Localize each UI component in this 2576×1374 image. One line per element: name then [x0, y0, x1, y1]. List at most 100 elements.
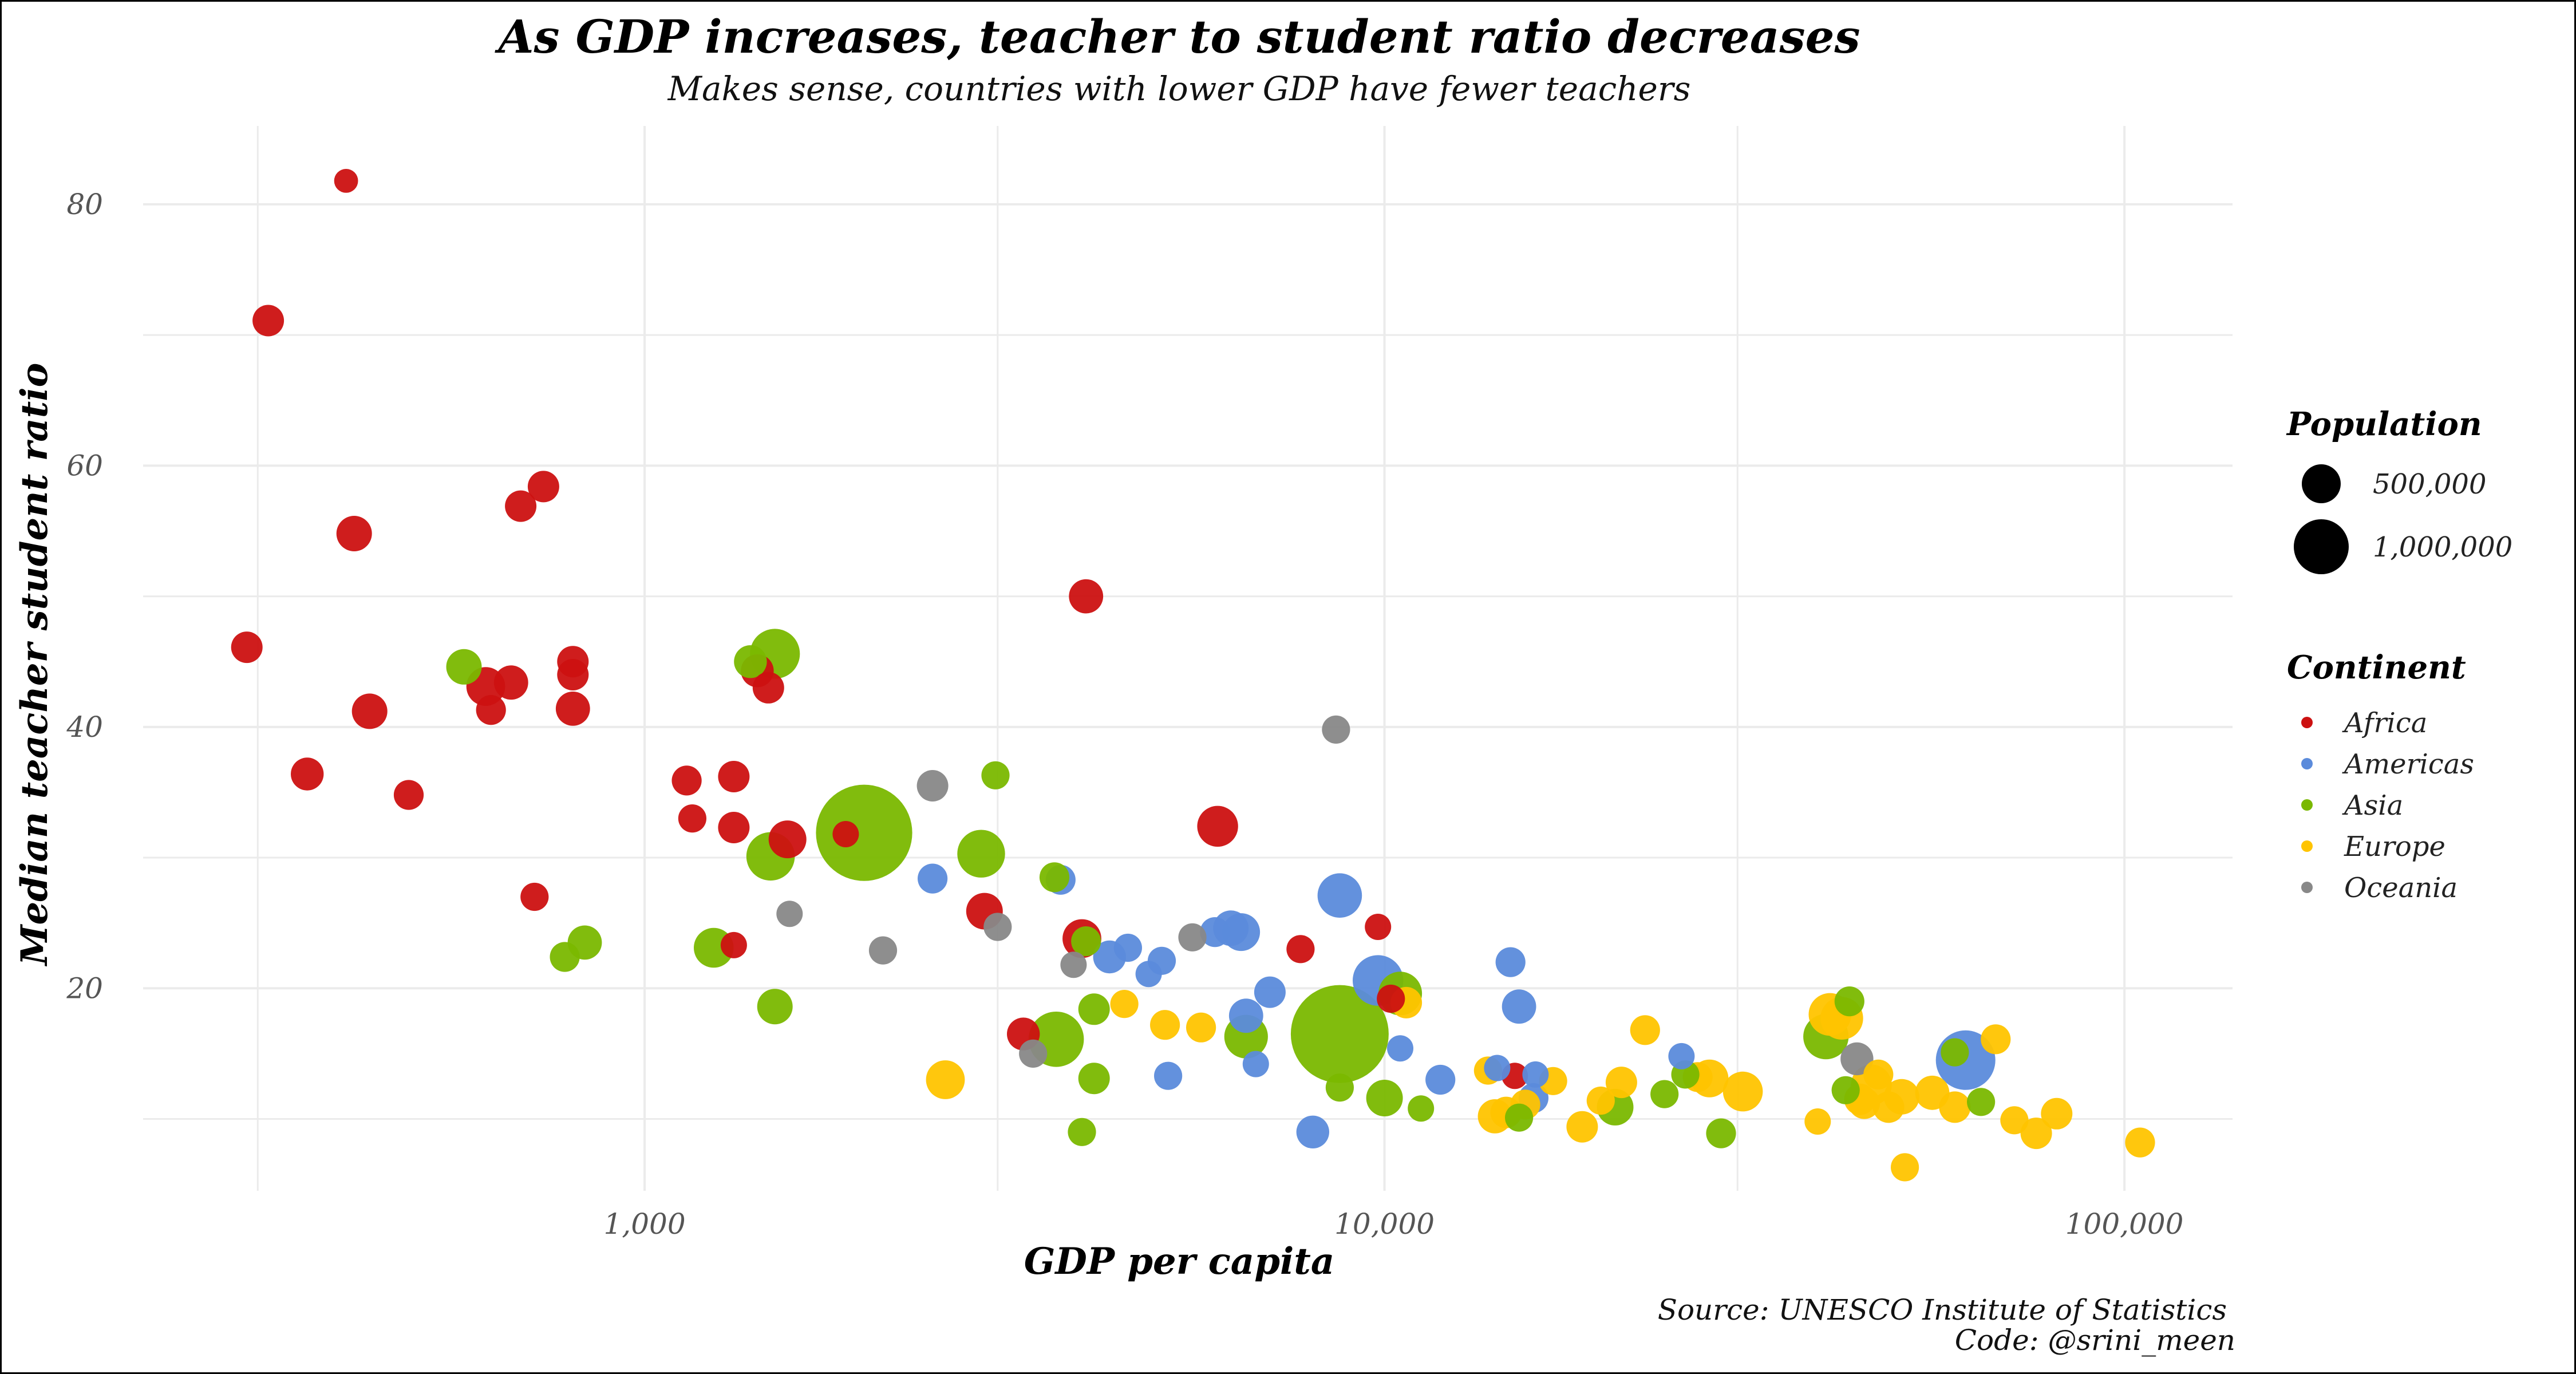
data-point-asia [1078, 993, 1110, 1025]
legend-key-americas [2301, 758, 2313, 769]
caption-code: Code: @srini_meen [1955, 1324, 2235, 1357]
data-point-asia [1071, 926, 1101, 957]
color-legend-title: Continent [2287, 649, 2466, 686]
data-point-americas [1154, 1061, 1183, 1090]
data-point-europe [1586, 1086, 1615, 1115]
data-point-asia [981, 761, 1010, 789]
legend-key-europe [2301, 840, 2313, 852]
caption-source: Source: UNESCO Institute of Statistics [1658, 1293, 2227, 1326]
data-point-americas [1425, 1064, 1456, 1095]
data-point-africa [493, 665, 528, 700]
size-legend-title: Population [2286, 405, 2482, 443]
data-point-africa [476, 695, 506, 725]
chart-subtitle: Makes sense, countries with lower GDP ha… [667, 69, 1691, 108]
data-point-asia [446, 649, 482, 685]
data-point-europe [2041, 1097, 2073, 1130]
data-point-europe [1981, 1024, 2011, 1055]
data-point-africa [351, 693, 388, 729]
data-point-europe [1566, 1111, 1598, 1143]
data-point-africa [1365, 914, 1392, 940]
legend-label-asia: Asia [2342, 789, 2403, 822]
data-point-africa [231, 631, 263, 664]
x-tick-label: 10,000 [1334, 1207, 1435, 1241]
data-point-europe [926, 1060, 965, 1099]
data-point-africa [520, 882, 549, 911]
x-axis-title: GDP per capita [1024, 1240, 1335, 1283]
data-point-africa [252, 305, 285, 337]
data-point-americas [1135, 961, 1162, 988]
y-tick-label: 80 [66, 188, 103, 221]
y-tick-label: 20 [66, 972, 103, 1005]
legend-label-americas: Americas [2342, 748, 2474, 780]
data-point-asia [1366, 1080, 1403, 1116]
data-point-europe [2020, 1118, 2052, 1150]
data-point-asia [1078, 1063, 1110, 1095]
data-point-americas [1296, 1115, 1329, 1149]
data-point-europe [1630, 1015, 1660, 1045]
legend-key-africa [2301, 717, 2313, 728]
y-tick-label: 40 [66, 710, 103, 744]
data-point-americas [1495, 947, 1526, 977]
data-point-africa [291, 757, 324, 791]
data-point-africa [505, 490, 537, 522]
data-point-africa [393, 780, 424, 810]
data-point-oceania [1178, 923, 1207, 951]
size-legend-label-large: 1,000,000 [2373, 531, 2512, 563]
data-point-oceania [1019, 1039, 1048, 1068]
data-point-asia [550, 942, 580, 972]
x-tick-label: 1,000 [603, 1207, 685, 1241]
data-point-americas [1502, 989, 1536, 1024]
x-tick-label: 100,000 [2065, 1207, 2184, 1241]
legend-key-asia [2301, 799, 2313, 811]
y-axis-title: Median teacher student ratio [13, 363, 56, 967]
size-legend-key-large [2294, 519, 2349, 574]
data-point-americas [1387, 1035, 1413, 1062]
data-point-asia [1706, 1118, 1736, 1148]
data-point-oceania [1322, 715, 1350, 744]
data-point-asia [1650, 1080, 1679, 1108]
points-layer [231, 169, 2155, 1182]
data-point-americas [1113, 933, 1142, 962]
data-point-asia [1941, 1038, 1969, 1067]
data-point-africa [1069, 579, 1104, 614]
data-point-americas [1668, 1043, 1695, 1069]
data-point-asia [1325, 1073, 1354, 1102]
data-point-asia [816, 784, 912, 881]
y-tick-label: 60 [66, 449, 103, 482]
color-legend: Continent Africa Americas Asia Europe Oceani… [2287, 649, 2474, 904]
legend-label-europe: Europe [2344, 831, 2445, 863]
data-point-europe [1863, 1059, 1894, 1089]
data-point-europe [1872, 1091, 1905, 1123]
color-legend-entries: Africa Americas Asia Europe Oceania [2301, 707, 2474, 904]
data-point-americas [1484, 1055, 1511, 1081]
legend-label-africa: Africa [2342, 707, 2427, 739]
data-point-africa [527, 471, 559, 503]
data-point-asia [1408, 1095, 1435, 1122]
data-point-asia [1505, 1103, 1534, 1132]
data-point-asia [1967, 1088, 1996, 1116]
data-point-asia [757, 989, 793, 1025]
legend-key-oceania [2301, 882, 2313, 893]
data-point-africa [336, 516, 372, 551]
data-point-africa [768, 820, 807, 859]
data-point-americas [918, 863, 948, 894]
data-point-africa [1197, 806, 1238, 847]
data-point-europe [1891, 1153, 1919, 1182]
data-point-oceania [868, 936, 898, 965]
data-point-europe [1150, 1010, 1180, 1040]
data-point-asia [1290, 985, 1389, 1083]
data-point-americas [1200, 917, 1230, 947]
data-point-oceania [1060, 951, 1087, 978]
data-point-asia [734, 645, 767, 678]
data-point-oceania [1840, 1042, 1874, 1076]
data-point-europe [1110, 990, 1139, 1018]
data-point-africa [718, 812, 750, 843]
data-point-asia [1039, 862, 1070, 893]
data-point-africa [832, 821, 859, 847]
data-point-africa [678, 804, 706, 833]
data-point-americas [1317, 873, 1362, 918]
data-point-europe [1605, 1067, 1637, 1099]
data-point-africa [1286, 935, 1315, 964]
size-legend-label-small: 500,000 [2373, 468, 2487, 500]
